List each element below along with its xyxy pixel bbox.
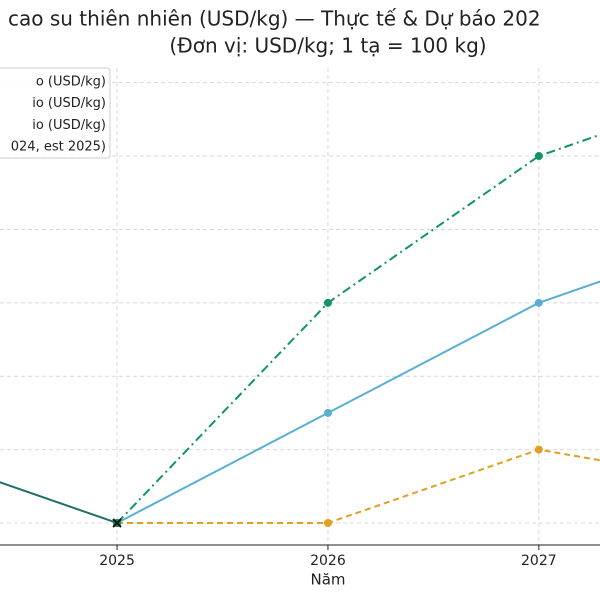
marker xyxy=(323,298,332,307)
legend-box xyxy=(0,67,111,159)
series-line xyxy=(116,280,600,524)
chart-title: cao su thiên nhiên (USD/kg) — Thực tế & … xyxy=(8,7,541,31)
plot-area xyxy=(0,68,600,545)
marker xyxy=(534,445,543,454)
series-line xyxy=(116,133,600,524)
marker xyxy=(112,518,122,528)
series-line xyxy=(0,481,118,524)
series-line xyxy=(117,448,600,524)
legend-label: io (USD/kg) xyxy=(32,118,106,133)
x-axis-label: Năm xyxy=(310,571,345,589)
legend-label: o (USD/kg) xyxy=(36,75,106,90)
marker xyxy=(323,408,332,417)
marker xyxy=(534,152,543,161)
x-tick-label: 2027 xyxy=(521,553,557,569)
marker xyxy=(323,518,332,527)
x-tick-label: 2025 xyxy=(99,553,135,569)
legend: o (USD/kg) io (USD/kg) io (USD/kg) 024, est… xyxy=(0,67,111,159)
x-tick-label: 2026 xyxy=(310,553,346,569)
legend-label: io (USD/kg) xyxy=(32,96,106,111)
chart-subtitle: (Đơn vị: USD/kg; 1 tạ = 100 kg) xyxy=(169,34,486,58)
legend-label: 024, est 2025) xyxy=(11,140,106,155)
marker xyxy=(534,298,543,307)
